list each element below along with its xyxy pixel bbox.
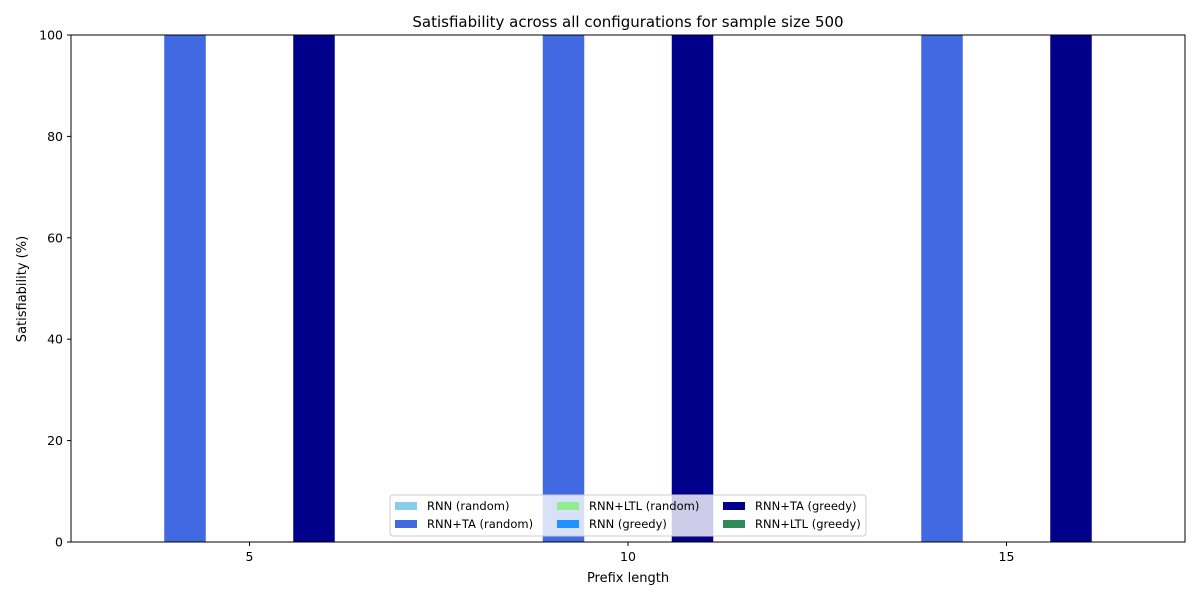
x-tick-label: 10 (620, 549, 636, 564)
legend-label: RNN (greedy) (589, 517, 667, 531)
bar-rnn-ta-greedy-5 (293, 35, 335, 542)
bar-rnn-ta-random-15 (921, 35, 963, 542)
legend-swatch (395, 520, 417, 528)
bar-rnn-ta-greedy-15 (1050, 35, 1092, 542)
legend-label: RNN+LTL (greedy) (755, 517, 861, 531)
y-ticks: 0 20 40 60 80 100 (39, 28, 71, 550)
legend-label: RNN+LTL (random) (589, 499, 699, 513)
legend-swatch (557, 520, 579, 528)
legend-swatch (723, 502, 745, 510)
legend-label: RNN+TA (random) (427, 517, 533, 531)
bar-rnn-ta-greedy-10 (671, 35, 714, 542)
plot-frame (70, 34, 1186, 543)
y-tick-label: 40 (47, 332, 63, 347)
y-tick-label: 60 (47, 230, 63, 245)
legend-swatch (723, 520, 745, 528)
bar-rnn-ta-random-5 (164, 35, 206, 542)
x-axis-label: Prefix length (587, 571, 669, 586)
legend-box (389, 494, 867, 537)
y-tick-label: 0 (55, 535, 63, 550)
legend: RNN (random) RNN+TA (random) RNN+LTL (rand… (389, 494, 867, 537)
bar-rnn-ta-random-10 (542, 35, 585, 542)
legend-swatch (395, 502, 417, 510)
y-axis-label: Satisfiability (%) (15, 236, 30, 342)
x-ticks: 5 10 15 (246, 542, 1015, 564)
x-tick-label: 5 (246, 549, 254, 564)
legend-swatch (557, 502, 579, 510)
y-tick-label: 100 (39, 28, 63, 43)
axes-layer (70, 34, 1186, 543)
y-tick-label: 80 (47, 129, 63, 144)
bars-layer (137, 34, 1119, 543)
legend-entry: RNN+LTL (greedy) (723, 517, 861, 531)
legend-entry: RNN (random) (395, 499, 509, 513)
chart-title: Satisfiability across all configurations… (412, 13, 843, 31)
legend-entry: RNN (greedy) (557, 517, 667, 531)
y-tick-label: 20 (47, 433, 63, 448)
x-tick-label: 15 (999, 549, 1015, 564)
legend-label: RNN+TA (greedy) (755, 499, 857, 513)
legend-entry: RNN+LTL (random) (557, 499, 699, 513)
legend-entry: RNN+TA (greedy) (723, 499, 857, 513)
legend-label: RNN (random) (427, 499, 509, 513)
legend-entry: RNN+TA (random) (395, 517, 533, 531)
